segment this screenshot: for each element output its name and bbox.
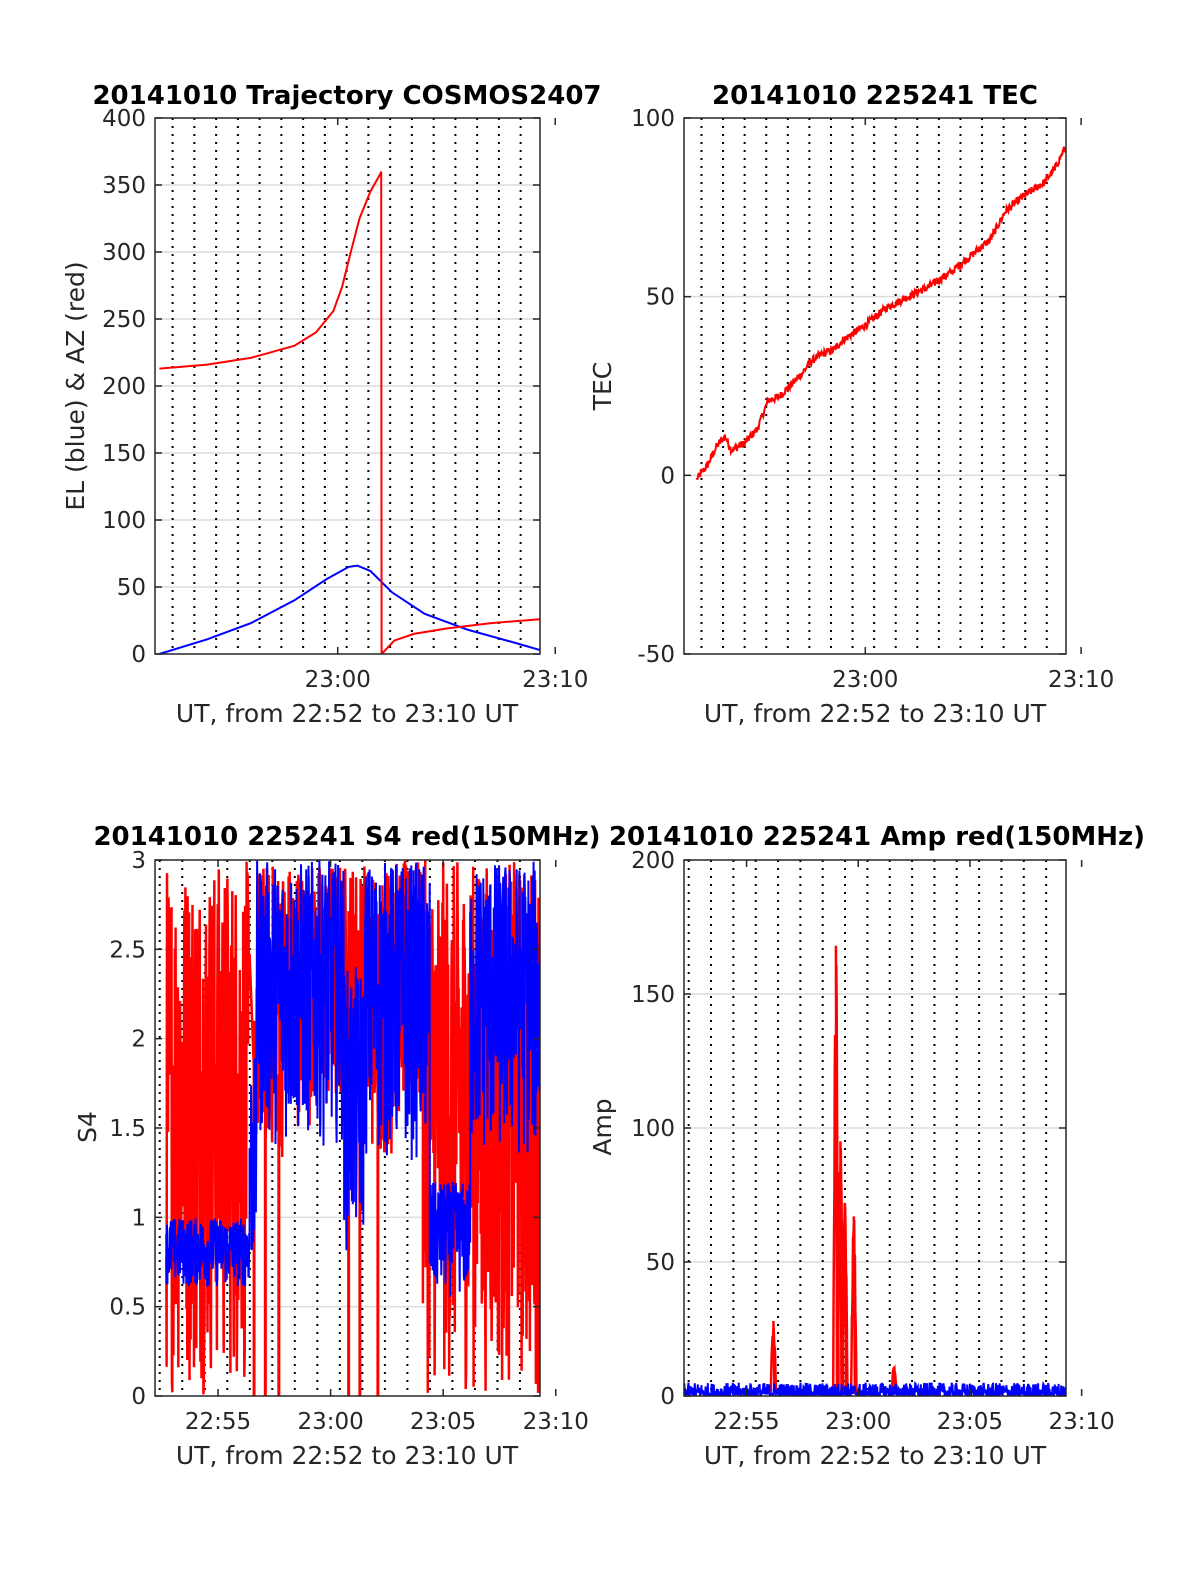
x-tick-label: 22:55 <box>713 1409 779 1435</box>
tec-axes-box <box>683 117 1067 655</box>
y-tick-label: 0 <box>660 1384 675 1410</box>
y-tick-label: 50 <box>646 285 675 311</box>
y-tick-label: 400 <box>102 106 146 132</box>
x-tick-label: 23:00 <box>825 1409 891 1435</box>
tec-plot-area <box>695 145 1066 480</box>
y-tick-label: 100 <box>102 508 146 534</box>
x-tick-label: 22:55 <box>185 1409 251 1435</box>
y-tick-label: 1 <box>131 1205 146 1231</box>
amp-y-axis-label: Amp <box>588 1098 617 1155</box>
y-tick-label: 0 <box>131 642 146 668</box>
x-tick-label: 23:00 <box>832 667 898 693</box>
y-tick-label: -50 <box>637 642 675 668</box>
y-tick-label: 0 <box>660 463 675 489</box>
y-tick-label: 50 <box>117 575 146 601</box>
trajectory-chart-title: 20141010 Trajectory COSMOS2407 <box>92 81 601 111</box>
y-tick-label: 100 <box>631 106 675 132</box>
y-tick-label: 3 <box>131 848 146 874</box>
trajectory-plot-area <box>159 171 540 654</box>
y-tick-label: 150 <box>102 441 146 467</box>
panel-trajectory: 0 50 100 150 200 250 300 350 400 23:00 23:10 20141… <box>61 81 602 728</box>
tec-x-axis-label: UT, from 22:52 to 23:10 UT <box>704 699 1047 728</box>
panel-s4: 0 0.5 1 1.5 2 2.5 3 22:55 23:00 23:05 23:10 UT, fr… <box>73 848 589 1470</box>
y-tick-label: 0 <box>131 1384 146 1410</box>
tec-y-axis-label: TEC <box>588 362 617 412</box>
y-tick-label: 200 <box>102 374 146 400</box>
y-tick-label: 250 <box>102 307 146 333</box>
y-tick-label: 2 <box>131 1027 146 1053</box>
x-tick-label: 23:00 <box>305 667 371 693</box>
amp-chart-title: 20141010 225241 Amp red(150MHz) <box>609 822 1145 852</box>
s4-x-axis-label: UT, from 22:52 to 23:10 UT <box>176 1441 519 1470</box>
noise-series <box>684 1380 1066 1396</box>
x-tick-label: 23:10 <box>523 1409 589 1435</box>
x-tick-label: 23:10 <box>1048 667 1114 693</box>
tec-chart-title: 20141010 225241 TEC <box>712 81 1038 111</box>
x-tick-label: 23:10 <box>1048 1409 1114 1435</box>
y-tick-label: 200 <box>631 848 675 874</box>
x-tick-label: 23:05 <box>410 1409 476 1435</box>
trajectory-x-axis-label: UT, from 22:52 to 23:10 UT <box>176 699 519 728</box>
s4-plot-area <box>165 860 540 1396</box>
x-tick-label: 23:00 <box>297 1409 363 1435</box>
y-tick-label: 1.5 <box>109 1116 146 1142</box>
y-tick-label: 0.5 <box>109 1295 146 1321</box>
amp-peak <box>769 1320 778 1394</box>
s4-y-axis-label: S4 <box>73 1111 102 1143</box>
y-tick-label: 150 <box>631 982 675 1008</box>
y-tick-label: 2.5 <box>109 937 146 963</box>
series-line <box>695 145 1066 480</box>
noise-series <box>165 860 540 1297</box>
y-tick-label: 350 <box>102 173 146 199</box>
panel-amp: 0 50 100 150 200 22:55 23:00 23:05 23:10 UT, fro… <box>588 848 1115 1470</box>
y-tick-label: 300 <box>102 240 146 266</box>
x-tick-label: 23:10 <box>522 667 588 693</box>
series-line <box>159 171 540 654</box>
amp-x-axis-label: UT, from 22:52 to 23:10 UT <box>704 1441 1047 1470</box>
s4-chart-title: 20141010 225241 S4 red(150MHz) <box>93 822 600 852</box>
y-tick-label: 100 <box>631 1116 675 1142</box>
trajectory-y-axis-label: EL (blue) & AZ (red) <box>61 261 90 510</box>
series-line <box>159 564 540 654</box>
amp-peak <box>840 1202 849 1394</box>
amp-plot-area <box>684 945 1066 1396</box>
x-tick-label: 23:05 <box>937 1409 1003 1435</box>
amp-peak <box>849 1216 858 1394</box>
y-tick-label: 50 <box>646 1250 675 1276</box>
